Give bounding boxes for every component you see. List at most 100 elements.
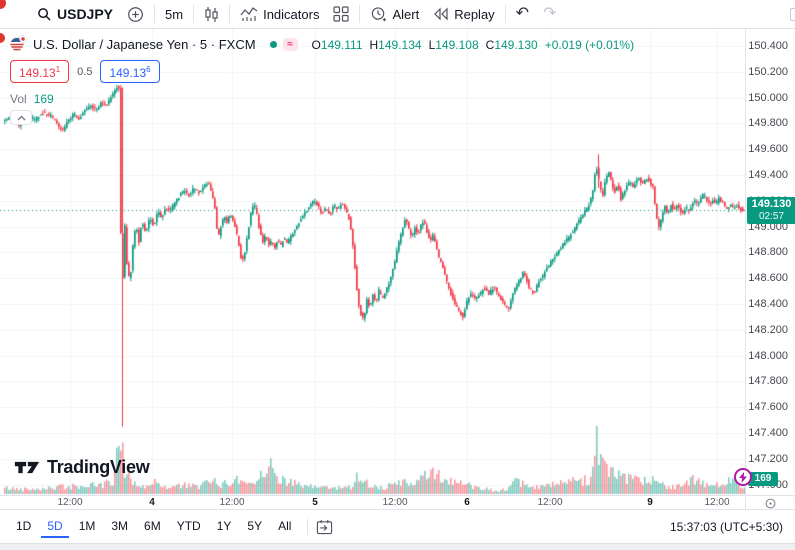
high-value: 149.134 (378, 37, 422, 52)
change-value: +0.019 (+0.01%) (544, 37, 635, 52)
alert-label: Alert (392, 6, 420, 22)
candlestick-icon (204, 6, 219, 23)
flash-lightning-icon[interactable] (734, 468, 752, 486)
open-label: O (311, 37, 321, 52)
time-axis[interactable]: 12:00 4 12:00 5 12:00 6 12:00 9 12:00 (0, 495, 795, 510)
price-axis-label: 149.800 (748, 117, 788, 130)
tradingview-logo-text: TradingView (47, 457, 150, 477)
range-ytd[interactable]: YTD (176, 518, 201, 533)
interval-value: 5m (165, 6, 184, 22)
indicators-button[interactable]: Indicators (233, 0, 326, 28)
range-5d[interactable]: 5D (41, 516, 69, 538)
alert-clock-icon (370, 6, 387, 23)
price-axis-label: 148.200 (748, 323, 788, 336)
price-axis-label: 147.600 (748, 401, 788, 414)
grid-layout-icon (333, 6, 350, 22)
redo-button[interactable]: ↷ (543, 5, 557, 22)
range-all[interactable]: All (278, 518, 292, 533)
symbol-search-button[interactable]: USDJPY (30, 0, 120, 28)
last-price-badge: 149.130 02:57 (747, 197, 795, 224)
range-6m[interactable]: 6M (144, 518, 161, 533)
bid-price-box[interactable]: 149.131 (10, 60, 70, 83)
chart-pane[interactable]: U.S. Dollar / Japanese Yen · 5 · FXCM ≈ … (0, 29, 795, 510)
footer-separator (307, 518, 309, 535)
undo-button[interactable]: ↶ (515, 5, 530, 22)
chevron-up-icon (17, 115, 25, 120)
price-axis-label: 147.800 (748, 375, 788, 388)
time-axis-label: 6 (464, 497, 470, 508)
candlestick-chart-canvas[interactable] (0, 29, 745, 495)
price-axis-label: 148.800 (748, 246, 788, 259)
time-axis-label: 5 (312, 497, 318, 508)
range-3m[interactable]: 3M (111, 518, 129, 533)
symbol-name: USDJPY (57, 6, 114, 22)
volume-value: 169 (33, 92, 54, 106)
time-axis-label: 9 (647, 497, 653, 508)
tradingview-mark-icon (14, 461, 40, 474)
notification-dot-left (0, 33, 5, 43)
price-axis-label: 149.400 (748, 169, 788, 181)
volume-label: Vol (10, 92, 27, 106)
price-axis-label: 147.200 (748, 452, 788, 465)
price-axis-label: 150.000 (748, 91, 788, 104)
range-5y[interactable]: 5Y (247, 518, 263, 533)
go-to-date-button[interactable] (316, 519, 333, 535)
toolbar-separator (193, 5, 195, 23)
data-status-icon[interactable]: ≈ (282, 38, 298, 51)
time-axis-label: 12:00 (537, 497, 563, 508)
close-label: C (485, 37, 495, 52)
replay-button[interactable]: Replay (426, 0, 501, 28)
bar-countdown: 02:57 (758, 211, 785, 222)
volume-axis-badge: 169 (748, 472, 778, 486)
interval-button[interactable]: 5m (158, 0, 190, 28)
cutoff-panel-fragment (790, 8, 795, 21)
plus-circle-icon (127, 6, 144, 23)
volume-legend: Vol 169 (10, 92, 634, 106)
indicators-label: Indicators (263, 6, 320, 22)
price-axis-label: 148.600 (748, 272, 788, 285)
layout-grid-button[interactable] (326, 0, 356, 28)
toolbar-separator (229, 5, 231, 23)
spread-value: 0.5 (77, 65, 93, 78)
toolbar-separator (154, 5, 156, 23)
toolbar-separator (504, 5, 506, 23)
close-value: 149.130 (494, 37, 538, 52)
range-1y[interactable]: 1Y (216, 518, 232, 533)
session-clock[interactable]: 15:37:03 (UTC+5:30) (669, 519, 783, 534)
search-icon (37, 7, 52, 22)
alert-button[interactable]: Alert (363, 0, 426, 28)
bottom-toolbar: 1D 5D 1M 3M 6M YTD 1Y 5Y All 15:37:03 (U… (0, 510, 795, 543)
time-axis-label: 4 (149, 497, 155, 508)
range-1m[interactable]: 1M (78, 518, 96, 533)
symbol-title[interactable]: U.S. Dollar / Japanese Yen · 5 · FXCM (33, 37, 256, 52)
axis-settings-corner[interactable] (745, 496, 795, 510)
replay-icon (433, 7, 449, 21)
symbol-flags-icon (10, 35, 27, 54)
time-axis-label: 12:00 (382, 497, 408, 508)
toolbar-separator (359, 5, 361, 23)
ask-sup-digit: 6 (146, 65, 151, 74)
high-label: H (369, 37, 379, 52)
compare-add-button[interactable] (120, 0, 151, 28)
chart-legend: U.S. Dollar / Japanese Yen · 5 · FXCM ≈ … (10, 35, 634, 125)
ask-price-box[interactable]: 149.136 (100, 60, 160, 83)
price-axis-label: 150.200 (748, 65, 788, 78)
notification-dot-top (0, 0, 6, 9)
tradingview-logo[interactable]: TradingView (14, 457, 150, 478)
legend-collapse-button[interactable] (10, 110, 32, 125)
price-axis-label: 148.400 (748, 298, 788, 310)
range-1d[interactable]: 1D (16, 518, 32, 533)
price-axis[interactable]: 150.400 150.200 150.000 149.800 149.600 149.4… (745, 29, 795, 495)
bid-sup-digit: 1 (55, 65, 61, 74)
open-value: 149.111 (320, 37, 363, 52)
price-axis-label: 149.600 (748, 143, 788, 156)
chart-type-button[interactable] (197, 0, 226, 28)
bottom-window-strip (0, 543, 795, 550)
top-toolbar: USDJPY 5m (0, 0, 795, 29)
ohlc-values: O149.111 H149.134 L149.108 C149.130 +0.0… (312, 38, 635, 52)
time-axis-label: 12:00 (57, 497, 83, 508)
price-axis-label: 147.400 (748, 427, 788, 439)
replay-label: Replay (454, 6, 495, 22)
calendar-arrow-icon (317, 519, 333, 534)
